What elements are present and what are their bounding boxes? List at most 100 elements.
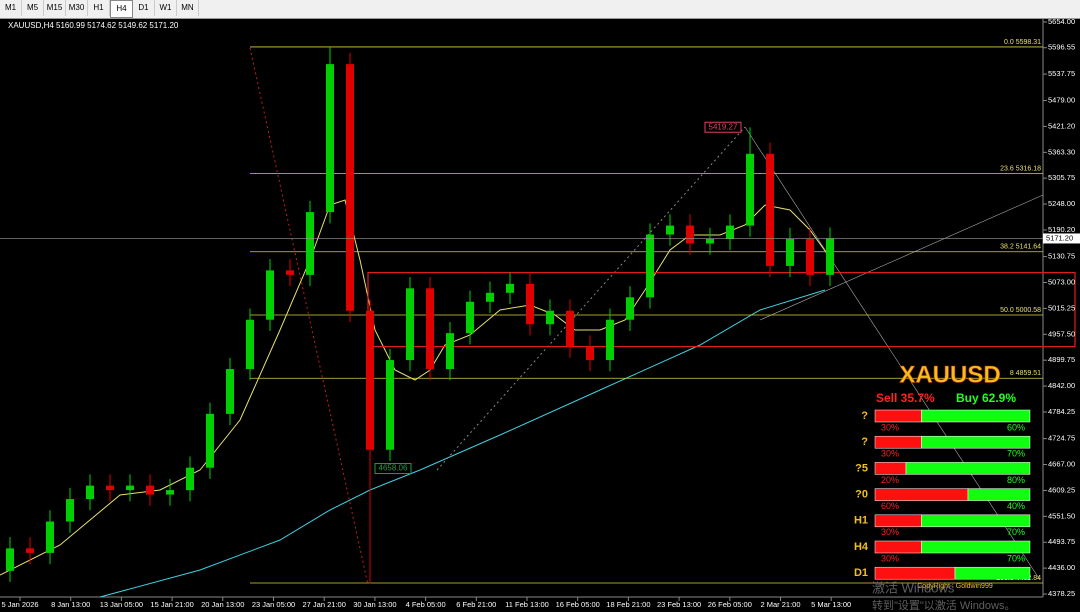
- moving-average-cyan: [99, 289, 826, 598]
- y-tick-label: 5421.20: [1048, 121, 1075, 130]
- x-tick-label: 13 Jan 05:00: [100, 600, 143, 609]
- candle-body: [666, 225, 674, 235]
- candle-body: [786, 239, 794, 266]
- x-tick-label: 26 Feb 05:00: [708, 600, 752, 609]
- buy-label: 70%: [1007, 449, 1025, 459]
- candle-body: [446, 333, 454, 370]
- buy-bar: [954, 566, 1031, 580]
- candle-body: [826, 238, 834, 275]
- row-label: ?5: [855, 462, 868, 474]
- sell-bar: [874, 514, 922, 528]
- price-tag-label: 5419.27: [709, 122, 738, 131]
- candle-body: [26, 548, 34, 553]
- fib-level-label: 23.6 5316.18: [1000, 165, 1041, 172]
- sell-bar: [874, 540, 922, 554]
- y-tick-label: 5130.75: [1048, 252, 1075, 261]
- y-tick-label: 5190.20: [1048, 225, 1075, 234]
- candle-body: [726, 225, 734, 240]
- y-tick-label: 4551.50: [1048, 511, 1075, 520]
- y-tick-label: 4436.00: [1048, 563, 1075, 572]
- candle-body: [426, 288, 434, 370]
- timeframe-button[interactable]: M15: [44, 0, 66, 16]
- candle-body: [406, 288, 414, 361]
- sell-bar: [874, 462, 907, 475]
- sell-label: 20%: [881, 475, 899, 485]
- candle-body: [626, 297, 634, 320]
- y-tick-label: 4378.25: [1048, 589, 1075, 598]
- row-label: ?: [861, 436, 868, 448]
- symbol-header: XAUUSD,H4 5160.99 5174.62 5149.62 5171.2…: [8, 21, 179, 30]
- buy-bar: [921, 514, 1031, 528]
- fib-level-label: 0.0 5598.31: [1004, 39, 1041, 46]
- timeframe-button[interactable]: H1: [88, 0, 110, 16]
- y-tick-label: 5654.00: [1048, 17, 1075, 26]
- candle-body: [806, 239, 814, 275]
- candle-body: [646, 234, 654, 298]
- x-tick-label: 5 Mar 13:00: [811, 600, 851, 609]
- candle-body: [186, 467, 194, 491]
- candle-body: [486, 292, 494, 302]
- zone-box: [367, 272, 1076, 348]
- candle-body: [66, 499, 74, 522]
- y-tick-label: 4899.75: [1048, 355, 1075, 364]
- candle-body: [386, 360, 394, 450]
- watermark-line2: 转到"设置"以激活 Windows。: [872, 598, 1016, 612]
- timeframe-toolbar: M1 M5 M15 M30 H1 H4 D1 W1 MN: [0, 0, 1080, 19]
- y-tick-label: 5537.75: [1048, 69, 1075, 78]
- candle-body: [766, 153, 774, 266]
- y-tick-label: 5248.00: [1048, 199, 1075, 208]
- timeframe-button[interactable]: M5: [22, 0, 44, 16]
- fib-trend-line: [249, 47, 369, 586]
- timeframe-button[interactable]: M1: [0, 0, 22, 16]
- sell-label: 60%: [881, 501, 899, 511]
- fib-level-label: 38.2 5141.64: [1000, 244, 1041, 251]
- price-tag-label: 4658.06: [379, 464, 408, 473]
- row-label: ?: [861, 410, 868, 422]
- sell-bar: [874, 488, 969, 501]
- x-tick-label: 23 Jan 05:00: [252, 600, 295, 609]
- candle-body: [326, 64, 334, 213]
- sell-bar: [874, 435, 922, 449]
- current-price-label: 5171.20: [1046, 233, 1073, 242]
- buy-bar: [921, 435, 1031, 449]
- timeframe-button[interactable]: MN: [177, 0, 199, 16]
- watermark-line1: 激活 Windows: [872, 580, 955, 595]
- candle-body: [146, 485, 154, 495]
- y-tick-label: 4957.50: [1048, 329, 1075, 338]
- candle-body: [266, 270, 274, 320]
- x-tick-label: 16 Feb 05:00: [556, 600, 600, 609]
- y-tick-label: 5479.00: [1048, 95, 1075, 104]
- panel-title: XAUUSD: [899, 361, 1000, 388]
- y-tick-label: 5073.00: [1048, 277, 1075, 286]
- x-tick-label: 15 Jan 21:00: [150, 600, 193, 609]
- row-label: ?0: [855, 489, 868, 501]
- x-tick-label: 4 Feb 05:00: [406, 600, 446, 609]
- y-tick-label: 4667.00: [1048, 460, 1075, 469]
- timeframe-button[interactable]: D1: [133, 0, 155, 16]
- y-tick-label: 4609.25: [1048, 485, 1075, 494]
- y-tick-label: 5596.55: [1048, 43, 1075, 52]
- fib-level-label: 50.0 5000.58: [1000, 307, 1041, 314]
- timeframe-button[interactable]: M30: [66, 0, 88, 16]
- timeframe-button[interactable]: W1: [155, 0, 177, 16]
- y-tick-label: 5363.30: [1048, 147, 1075, 156]
- x-tick-label: 6 Feb 21:00: [456, 600, 496, 609]
- x-tick-label: 23 Feb 13:00: [657, 600, 701, 609]
- timeframe-button[interactable]: H4: [110, 0, 133, 18]
- candle-body: [6, 548, 14, 571]
- candle-body: [306, 212, 314, 275]
- candle-body: [226, 369, 234, 414]
- moving-average-yellow: [0, 199, 829, 576]
- y-tick-label: 4724.75: [1048, 434, 1075, 443]
- candle-body: [126, 485, 134, 491]
- x-tick-label: 11 Feb 13:00: [505, 600, 549, 609]
- candle-body: [506, 283, 514, 293]
- x-tick-label: 2 Mar 21:00: [760, 600, 800, 609]
- buy-label: 70%: [1007, 527, 1025, 537]
- candle-body: [586, 346, 594, 361]
- x-tick-label: 27 Jan 21:00: [303, 600, 346, 609]
- y-tick-label: 5305.75: [1048, 173, 1075, 182]
- candle-body: [606, 319, 614, 361]
- candle-body: [686, 225, 694, 244]
